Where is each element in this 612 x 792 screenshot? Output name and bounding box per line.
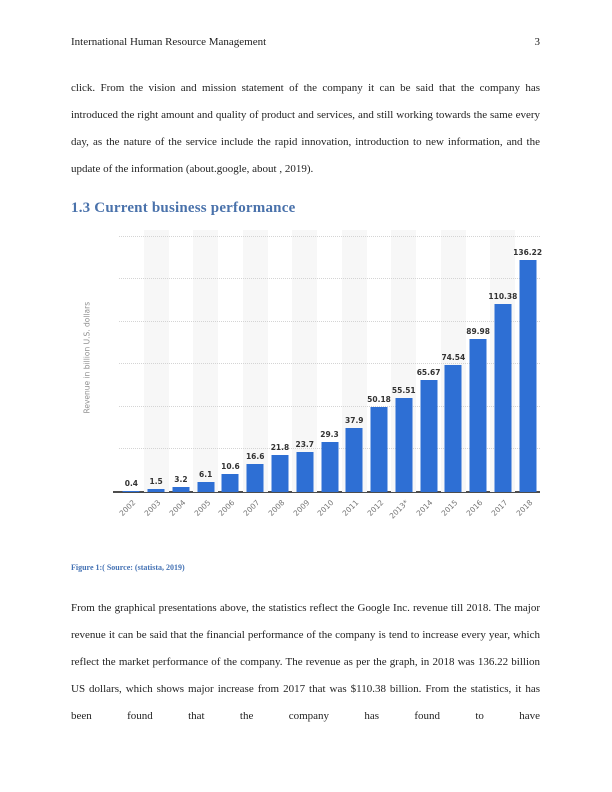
bar-value-label: 6.1	[199, 469, 213, 479]
x-axis-tick-label: 2009	[291, 498, 312, 518]
bar-2013*	[395, 397, 413, 492]
column-band	[242, 230, 268, 492]
bar-value-label: 110.38	[488, 292, 518, 302]
bar-2011	[345, 427, 363, 492]
bar-2009	[296, 451, 314, 492]
bar-2010	[321, 442, 338, 492]
column-band	[193, 230, 219, 492]
x-axis-tick-label: 2014	[415, 498, 435, 518]
bar-value-label: 65.67	[416, 368, 441, 378]
bar-value-label: 37.9	[345, 415, 364, 425]
bar-value-label: 74.54	[441, 353, 466, 363]
bar-2003	[147, 489, 165, 492]
bar-2008	[271, 454, 289, 492]
bar-value-label: 3.2	[174, 474, 188, 484]
gridline	[119, 278, 540, 280]
column-band	[440, 230, 466, 492]
column-band	[143, 230, 169, 492]
chart-column: 21.8 2008	[266, 230, 293, 518]
header-title: International Human Resource Management	[71, 36, 267, 48]
chart-column: 110.38 2017	[488, 230, 518, 518]
figure-caption: Figure 1:( Source: (statista, 2019)	[71, 563, 185, 572]
x-axis-tick-label: 2010	[316, 498, 336, 518]
x-axis-tick-label: 2002	[117, 498, 138, 518]
chart-column: 29.3 2010	[316, 230, 342, 518]
chart-column: 10.6 2006	[217, 230, 243, 518]
x-axis-tick-label: 2003	[142, 498, 163, 518]
body-paragraph-2: From the graphical presentations above, …	[71, 602, 540, 722]
bar-2005	[197, 481, 215, 492]
gridline	[119, 448, 540, 450]
column-band	[391, 230, 417, 492]
chart-column: 74.54 2015	[440, 230, 466, 518]
x-axis-tick-label: 2015	[439, 498, 460, 518]
bar-2002	[122, 491, 140, 492]
bar-2016	[469, 338, 487, 492]
chart-column: 50.18 2012	[366, 230, 392, 518]
chart-column: 6.1 2005	[192, 230, 218, 518]
bar-2012	[370, 406, 388, 492]
chart-column: 89.98 2016	[465, 230, 491, 518]
chart-column: 0.4 2002	[118, 230, 144, 518]
chart-column: 136.22 2018	[513, 230, 543, 518]
x-axis-tick-label: 2011	[340, 498, 361, 518]
chart-column: 3.2 2004	[167, 230, 194, 518]
bar-2004	[172, 486, 190, 492]
x-axis-tick-label: 2005	[192, 498, 213, 518]
chart-column: 65.67 2014	[415, 230, 441, 518]
x-axis-tick-label: 2008	[266, 498, 287, 518]
x-axis-tick-label: 2004	[167, 498, 188, 518]
bar-2018	[519, 260, 537, 492]
bar-value-label: 136.22	[513, 248, 543, 258]
gridline	[119, 405, 540, 407]
column-band	[490, 230, 516, 492]
bar-value-label: 1.5	[149, 477, 163, 487]
gridline	[119, 235, 540, 237]
chart-column: 1.5 2003	[143, 230, 169, 518]
x-axis-tick-label: 2018	[514, 498, 535, 518]
bar-value-label: 10.6	[221, 461, 240, 471]
bar-value-label: 16.6	[245, 451, 265, 461]
bar-value-label: 23.7	[295, 439, 314, 449]
x-axis-line	[113, 491, 540, 493]
bar-2007	[246, 463, 264, 492]
x-axis-tick-label: 2006	[216, 498, 237, 518]
chart-columns: 0.4 2002 1.5 2003 3.2 2004 6.1 2005 10.6 2006 16.6…	[118, 230, 543, 521]
bar-2006	[221, 473, 239, 492]
bar-value-label: 89.98	[466, 326, 490, 336]
column-band	[341, 230, 367, 492]
bar-2017	[494, 304, 512, 492]
chart-column: 55.51 2013*	[388, 230, 416, 521]
x-axis-tick-label: 2017	[489, 498, 510, 518]
bar-2015	[444, 365, 462, 492]
chart-column: 37.9 2011	[341, 230, 367, 518]
section-heading: 1.3 Current business performance	[71, 200, 296, 217]
x-axis-tick-label: 2013*	[387, 498, 411, 521]
x-axis-tick-label: 2016	[464, 498, 485, 518]
bar-value-label: 55.51	[391, 385, 416, 395]
bar-value-label: 21.8	[270, 442, 290, 452]
y-axis-label: Revenue in billion U.S. dollars	[82, 301, 92, 414]
page-number: 3	[534, 36, 541, 48]
bar-value-label: 29.3	[320, 430, 339, 440]
x-axis-tick-label: 2012	[365, 498, 386, 518]
x-axis-tick-label: 2007	[241, 498, 262, 518]
chart-plot: 0.4 2002 1.5 2003 3.2 2004 6.1 2005 10.6 2006 16.6…	[113, 230, 543, 521]
body-paragraph-1: click. From the vision and mission state…	[71, 82, 540, 175]
chart-column: 16.6 2007	[242, 230, 268, 518]
column-band	[292, 230, 318, 492]
bar-2014	[420, 380, 438, 492]
chart-column: 23.7 2009	[291, 230, 317, 518]
page-header: International Human Resource Management …	[71, 36, 540, 48]
gridline	[119, 363, 540, 365]
bar-value-label: 50.18	[367, 394, 391, 404]
gridline	[119, 320, 540, 322]
bar-value-label: 0.4	[124, 479, 139, 489]
